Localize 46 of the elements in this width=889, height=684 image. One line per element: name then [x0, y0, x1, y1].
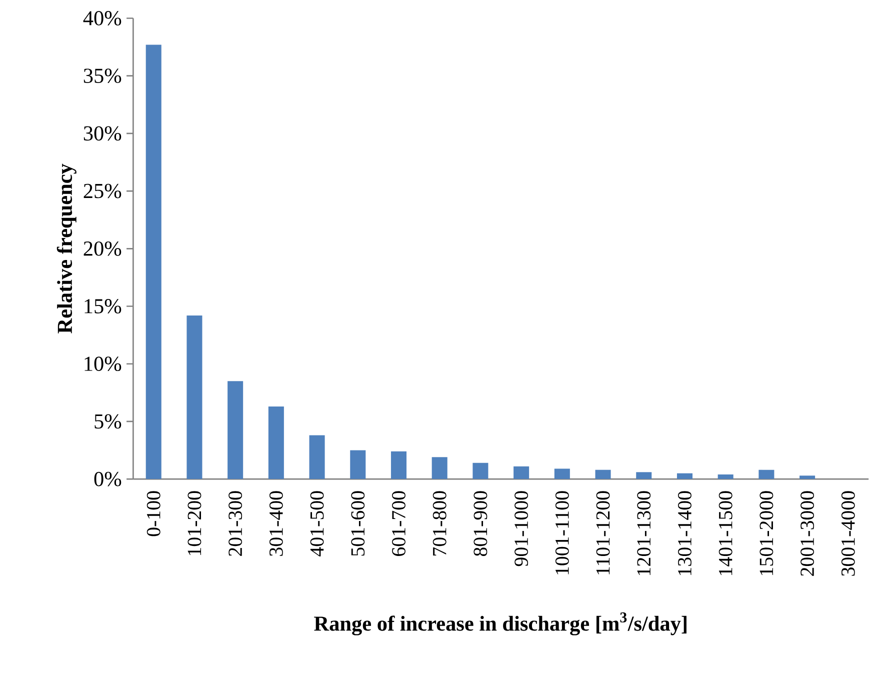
- x-tick-label: 301-400: [269, 491, 283, 556]
- bar: [800, 476, 816, 480]
- y-tick-label: 5%: [94, 414, 122, 429]
- x-tick-label: 1301-1400: [678, 491, 692, 576]
- x-axis-title: Range of increase in discharge [m$^{3}$/s/day]: [314, 612, 686, 636]
- y-tick-label: 40%: [83, 11, 122, 26]
- bar: [514, 466, 530, 480]
- bar: [390, 452, 407, 480]
- y-tick-label: 0%: [94, 472, 122, 486]
- bar: [676, 474, 692, 480]
- bar: [718, 474, 734, 480]
- x-tick-label: 1001-1100: [555, 491, 569, 574]
- x-tick-label: 101-200: [188, 491, 202, 556]
- bar: [472, 463, 488, 480]
- bar: [758, 470, 774, 480]
- x-tick-label: 401-500: [310, 491, 324, 557]
- y-tick-label: 15%: [84, 299, 122, 314]
- bar: [146, 44, 162, 480]
- y-tick-label: 30%: [84, 126, 122, 141]
- bar: [595, 470, 611, 480]
- bar: [554, 468, 570, 480]
- x-tick-label: 901-1000: [514, 491, 528, 566]
- x-tick-label: 601-700: [392, 491, 406, 556]
- x-tick-label: 1501-2000: [760, 491, 774, 576]
- y-axis-title: Relative frequency: [56, 164, 76, 334]
- y-tick-label: 20%: [84, 242, 122, 256]
- x-tick-label: 1101-1200: [596, 491, 610, 574]
- bar: [186, 316, 202, 480]
- bar: [350, 450, 366, 480]
- y-tick-label: 25%: [84, 184, 122, 198]
- x-tick-label: 701-800: [432, 491, 446, 556]
- x-tick-label: 501-600: [351, 491, 365, 556]
- x-tick-label: 3001-4000: [841, 491, 855, 576]
- bar: [268, 406, 284, 480]
- x-tick-label: 1201-1300: [637, 491, 651, 576]
- bar: [636, 472, 652, 480]
- y-tick-label: 10%: [84, 356, 122, 372]
- y-tick-label: 35%: [84, 68, 122, 84]
- x-tick-label: 1401-1500: [718, 491, 732, 576]
- x-tick-label: 2001-3000: [800, 491, 814, 576]
- x-tick-label: 201-300: [228, 491, 242, 556]
- x-tick-label: 0-100: [146, 491, 160, 536]
- bar: [432, 457, 448, 480]
- bar: [228, 381, 244, 480]
- bar: [309, 436, 325, 480]
- x-tick-label: 801-900: [474, 491, 488, 556]
